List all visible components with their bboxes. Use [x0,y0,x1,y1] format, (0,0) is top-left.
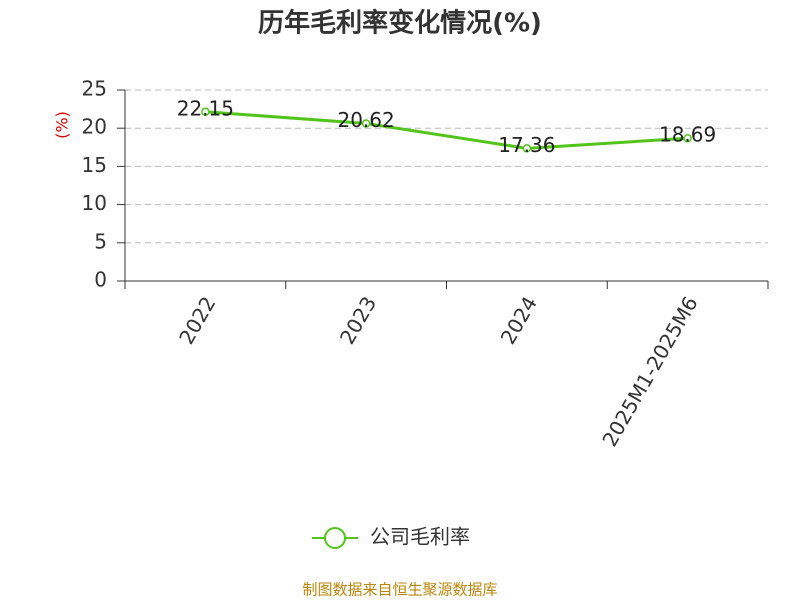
point [522,144,532,153]
point [683,133,692,143]
x-tick-label: 2024 [496,292,542,348]
y-tick-label: 15 [82,153,107,177]
data-label: 22.15 [177,96,234,120]
data-label: 20.62 [337,108,394,132]
data-label: 18.69 [659,123,716,147]
footnote: 制图数据来自恒生聚源数据库 [302,581,497,599]
y-tick-label: 20 [82,115,107,139]
y-axis-label: (%) [53,111,72,139]
x-tick-label: 2023 [335,292,381,348]
chart-title: 历年毛利率变化情况(%) [258,8,542,39]
x-tick-label: 2025M1-2025M6 [597,292,702,450]
legend-label: 公司毛利率 [370,525,470,549]
legend-marker [324,527,346,549]
y-tick-label: 10 [82,191,107,215]
series-line [205,110,688,150]
x-tick-label: 2022 [174,292,220,348]
data-label: 17.36 [498,133,555,157]
y-tick-label: 5 [94,229,107,253]
point [201,107,210,117]
y-tick-label: 0 [94,268,107,292]
point [361,119,371,128]
y-tick-label: 25 [82,77,107,101]
